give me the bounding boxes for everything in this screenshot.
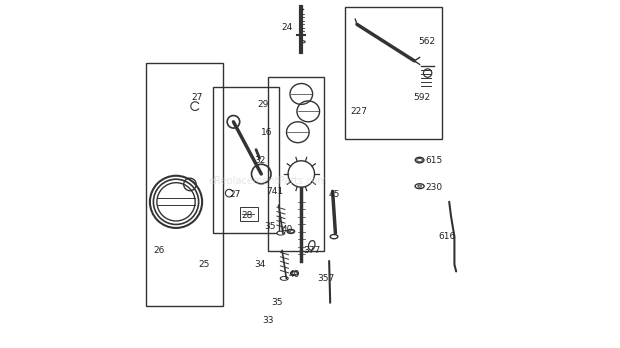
Text: 28: 28 <box>242 211 253 220</box>
Text: 616: 616 <box>439 232 456 241</box>
Text: 27: 27 <box>229 190 241 199</box>
Bar <box>146 63 223 306</box>
Text: 34: 34 <box>254 260 265 269</box>
Text: 741: 741 <box>267 187 284 196</box>
Text: 24: 24 <box>281 23 293 32</box>
Text: 592: 592 <box>413 93 430 102</box>
Bar <box>268 77 324 251</box>
Text: 40: 40 <box>289 270 300 279</box>
Text: 32: 32 <box>254 156 265 165</box>
Text: 562: 562 <box>418 37 435 46</box>
Text: 33: 33 <box>262 316 274 325</box>
Text: 35: 35 <box>264 222 276 231</box>
Text: 29: 29 <box>257 100 268 109</box>
Text: 16: 16 <box>261 128 272 137</box>
Text: 27: 27 <box>191 93 203 102</box>
Text: 357: 357 <box>317 274 334 283</box>
Text: 377: 377 <box>303 246 321 255</box>
Bar <box>241 207 258 221</box>
Text: 35: 35 <box>271 298 283 307</box>
Bar <box>345 7 442 139</box>
Text: 26: 26 <box>153 246 164 255</box>
Text: eReplacementParts.com: eReplacementParts.com <box>209 176 328 186</box>
Text: 25: 25 <box>198 260 210 269</box>
Ellipse shape <box>281 277 288 280</box>
Ellipse shape <box>278 232 284 235</box>
Text: 40: 40 <box>281 225 293 234</box>
Text: 615: 615 <box>425 156 442 165</box>
Text: 45: 45 <box>329 190 340 199</box>
Bar <box>213 87 278 233</box>
Text: 230: 230 <box>425 183 442 192</box>
Text: 227: 227 <box>350 107 367 116</box>
